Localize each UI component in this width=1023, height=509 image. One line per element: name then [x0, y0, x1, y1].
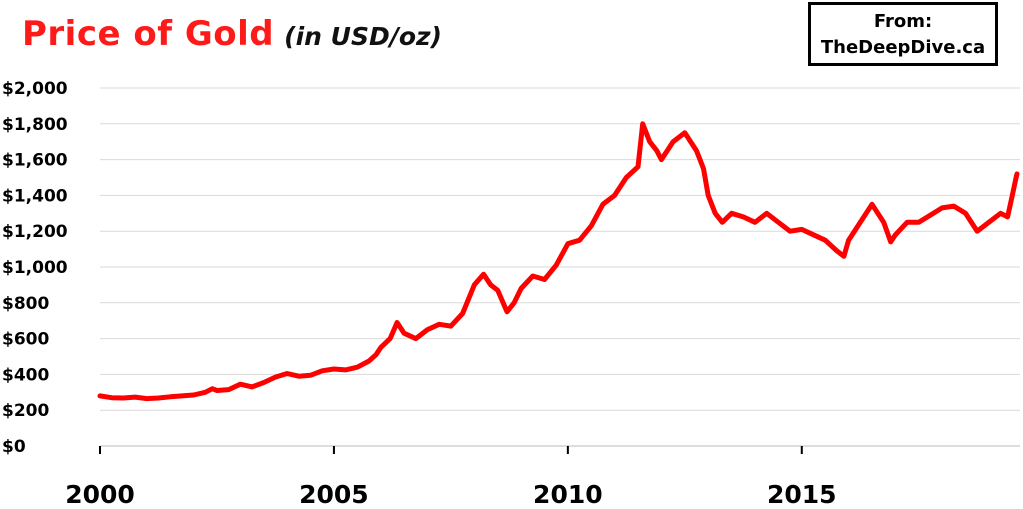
chart-title: Price of Gold (in USD/oz): [22, 14, 442, 54]
chart-title-main: Price of Gold: [22, 14, 275, 54]
x-axis-tick-labels: 2000 2005 2010 2015: [65, 446, 837, 509]
x-tick-label: 2005: [299, 480, 369, 509]
y-tick-label: $1,800: [2, 115, 68, 135]
source-label: From:: [873, 11, 933, 32]
source-box: From: TheDeepDive.ca: [808, 2, 998, 66]
y-tick-label: $1,200: [2, 222, 68, 242]
y-tick-label: $400: [2, 365, 49, 385]
y-tick-label: $1,000: [2, 258, 68, 278]
x-tick-label: 2015: [767, 480, 837, 509]
y-axis-tick-labels: $0 $200 $400 $600 $800 $1,000 $1,200 $1,400 $1,6…: [2, 79, 68, 457]
gridlines: [100, 87, 1020, 411]
y-tick-label: $1,600: [2, 151, 68, 171]
y-tick-label: $200: [2, 401, 49, 421]
y-tick-label: $1,400: [2, 186, 68, 206]
y-tick-label: $600: [2, 330, 49, 350]
x-tick-label: 2000: [65, 480, 135, 509]
y-tick-label: $800: [2, 294, 49, 314]
y-tick-label: $2,000: [2, 79, 68, 99]
series-lines: [97, 121, 1020, 402]
y-tick-label: $0: [2, 437, 26, 457]
x-tick-label: 2010: [533, 480, 603, 509]
source-name: TheDeepDive.ca: [820, 37, 986, 58]
gold-price-line: [97, 121, 1020, 402]
chart-title-unit: (in USD/oz): [284, 22, 442, 51]
